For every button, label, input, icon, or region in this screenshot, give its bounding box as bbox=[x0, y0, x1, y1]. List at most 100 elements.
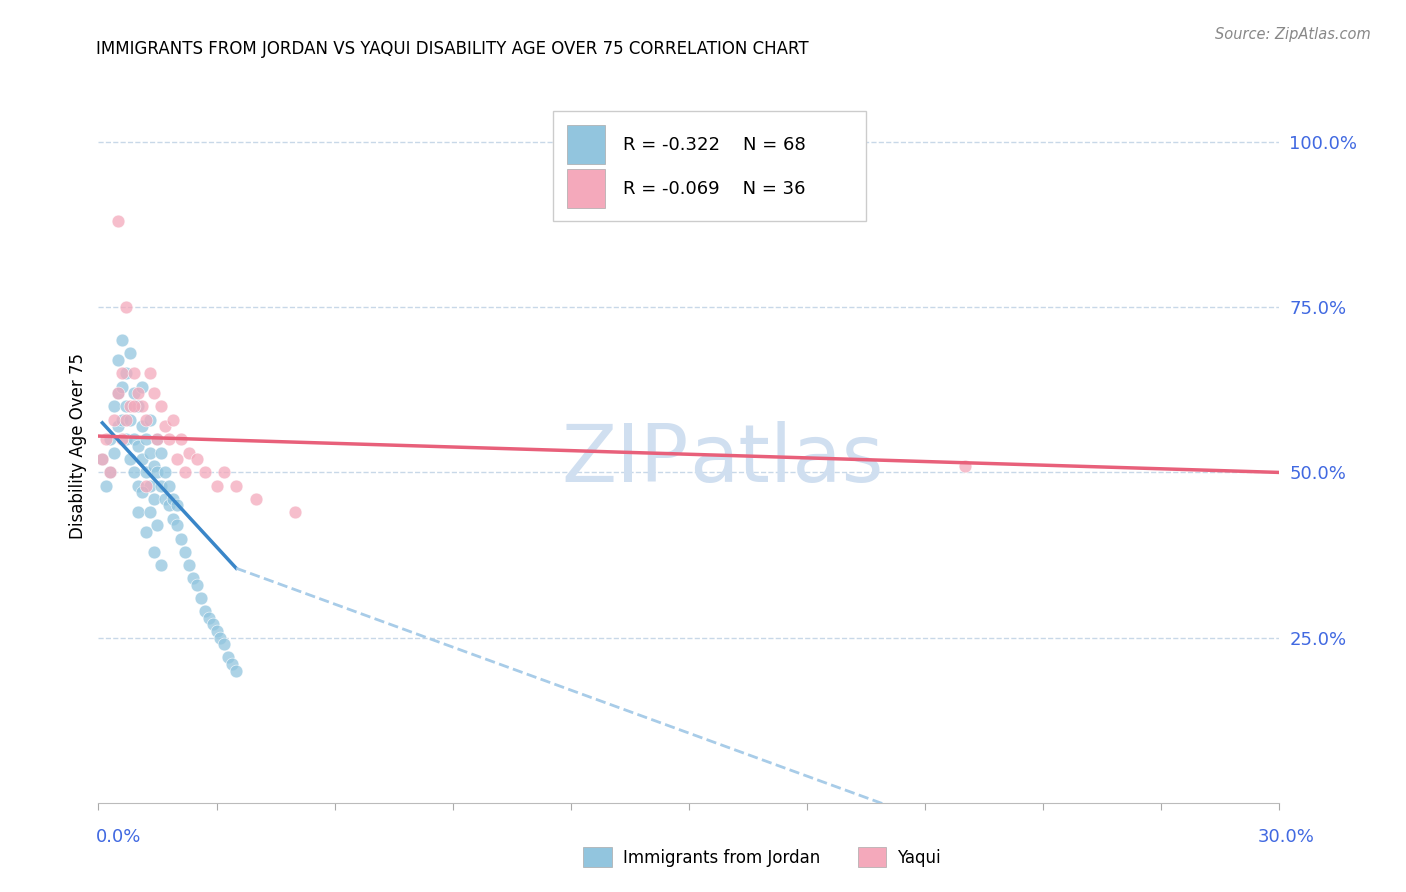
Text: 30.0%: 30.0% bbox=[1258, 828, 1315, 846]
Point bbox=[127, 505, 149, 519]
Point bbox=[245, 491, 267, 506]
Point bbox=[107, 353, 129, 368]
Point bbox=[91, 452, 114, 467]
Point bbox=[155, 419, 177, 434]
Text: atlas: atlas bbox=[689, 421, 883, 500]
Point bbox=[107, 386, 129, 401]
Point bbox=[131, 379, 153, 393]
Point bbox=[214, 466, 236, 480]
Point bbox=[953, 458, 976, 473]
Point bbox=[118, 400, 141, 414]
FancyBboxPatch shape bbox=[567, 125, 605, 164]
Point bbox=[170, 532, 193, 546]
Point bbox=[205, 624, 228, 638]
Point bbox=[118, 452, 141, 467]
Point bbox=[138, 412, 160, 426]
Point bbox=[122, 386, 145, 401]
Point bbox=[91, 452, 114, 467]
Point bbox=[166, 452, 188, 467]
Point bbox=[150, 400, 173, 414]
Point bbox=[138, 445, 160, 459]
Point bbox=[131, 400, 153, 414]
Point bbox=[103, 400, 125, 414]
Point bbox=[194, 466, 217, 480]
Point bbox=[138, 478, 160, 492]
Point bbox=[186, 452, 208, 467]
Point bbox=[107, 214, 129, 228]
Point bbox=[186, 578, 208, 592]
Point bbox=[150, 445, 173, 459]
Point bbox=[174, 545, 197, 559]
Text: Immigrants from Jordan: Immigrants from Jordan bbox=[623, 849, 820, 867]
Point bbox=[115, 400, 138, 414]
Point bbox=[127, 386, 149, 401]
Point bbox=[111, 367, 134, 381]
Text: Source: ZipAtlas.com: Source: ZipAtlas.com bbox=[1215, 27, 1371, 42]
Point bbox=[127, 478, 149, 492]
Point bbox=[98, 466, 121, 480]
Point bbox=[135, 433, 157, 447]
Y-axis label: Disability Age Over 75: Disability Age Over 75 bbox=[69, 353, 87, 539]
Point bbox=[157, 499, 180, 513]
Point bbox=[162, 511, 184, 525]
Point bbox=[135, 524, 157, 539]
Point bbox=[146, 433, 169, 447]
Point bbox=[205, 478, 228, 492]
Point bbox=[131, 452, 153, 467]
Point bbox=[166, 518, 188, 533]
Point bbox=[127, 400, 149, 414]
Point bbox=[142, 491, 165, 506]
Point bbox=[155, 466, 177, 480]
Text: Yaqui: Yaqui bbox=[897, 849, 941, 867]
Point bbox=[96, 433, 118, 447]
Point bbox=[214, 637, 236, 651]
Point bbox=[157, 478, 180, 492]
Point bbox=[135, 412, 157, 426]
Text: R = -0.322    N = 68: R = -0.322 N = 68 bbox=[623, 136, 806, 153]
Point bbox=[135, 466, 157, 480]
Text: ZIP: ZIP bbox=[561, 421, 689, 500]
Point bbox=[115, 433, 138, 447]
Point bbox=[150, 558, 173, 572]
Point bbox=[115, 367, 138, 381]
Point bbox=[142, 545, 165, 559]
Point bbox=[135, 478, 157, 492]
Point bbox=[209, 631, 232, 645]
Point bbox=[157, 433, 180, 447]
Point bbox=[98, 433, 121, 447]
Point bbox=[170, 433, 193, 447]
Point bbox=[122, 466, 145, 480]
Point bbox=[181, 571, 204, 585]
Point bbox=[201, 617, 224, 632]
Point bbox=[115, 300, 138, 314]
Point bbox=[197, 611, 219, 625]
Point bbox=[107, 419, 129, 434]
Point bbox=[131, 485, 153, 500]
Point bbox=[127, 439, 149, 453]
Point bbox=[122, 367, 145, 381]
Text: 0.0%: 0.0% bbox=[96, 828, 141, 846]
Point bbox=[115, 412, 138, 426]
Point bbox=[190, 591, 212, 605]
Point bbox=[103, 412, 125, 426]
Point bbox=[166, 499, 188, 513]
Point bbox=[225, 664, 247, 678]
Point bbox=[138, 367, 160, 381]
Point bbox=[111, 412, 134, 426]
Text: R = -0.069    N = 36: R = -0.069 N = 36 bbox=[623, 180, 806, 198]
Point bbox=[155, 491, 177, 506]
Point bbox=[111, 379, 134, 393]
Point bbox=[98, 466, 121, 480]
Point bbox=[150, 478, 173, 492]
FancyBboxPatch shape bbox=[567, 169, 605, 209]
Point bbox=[146, 433, 169, 447]
Point bbox=[177, 558, 200, 572]
Point bbox=[284, 505, 307, 519]
Point bbox=[118, 412, 141, 426]
Point bbox=[131, 419, 153, 434]
Point bbox=[103, 445, 125, 459]
Point bbox=[111, 333, 134, 347]
Point bbox=[118, 346, 141, 360]
Point bbox=[177, 445, 200, 459]
Point bbox=[96, 478, 118, 492]
